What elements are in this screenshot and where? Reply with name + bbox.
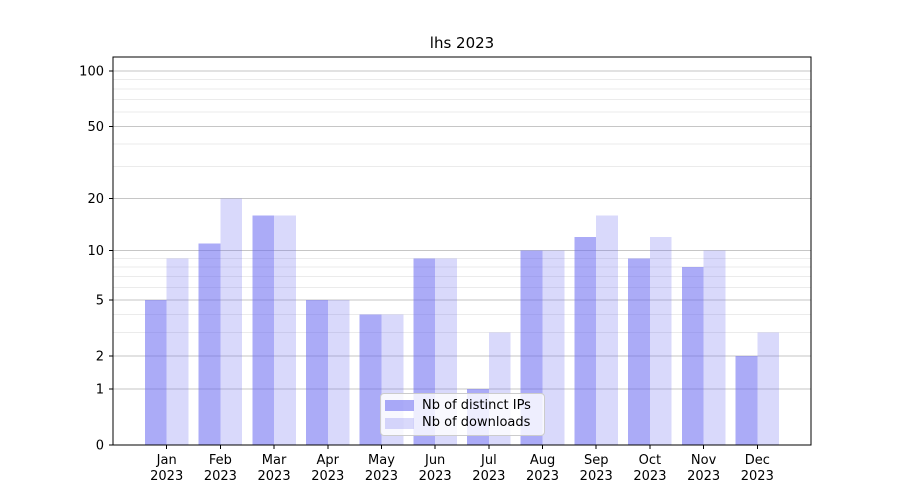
bar-dec-distinct-ips xyxy=(735,355,758,445)
bar-may-distinct-ips xyxy=(359,314,382,445)
bar-oct-downloads xyxy=(649,237,672,445)
legend-swatch-distinct-ips xyxy=(385,400,414,412)
x-tick-label-apr: Apr xyxy=(317,453,340,468)
bar-jan-distinct-ips xyxy=(144,299,167,445)
x-tick-label-year-jun: 2023 xyxy=(419,469,452,484)
legend-label-distinct-ips: Nb of distinct IPs xyxy=(422,397,531,413)
x-tick-label-year-mar: 2023 xyxy=(258,469,291,484)
legend: Nb of distinct IPs Nb of downloads xyxy=(380,393,545,436)
x-tick-label-feb: Feb xyxy=(209,453,232,468)
bar-oct-distinct-ips xyxy=(628,258,650,445)
bar-feb-downloads xyxy=(220,198,243,445)
x-tick-label-year-feb: 2023 xyxy=(204,469,237,484)
x-tick-label-year-jan: 2023 xyxy=(150,469,183,484)
x-tick-label-year-jul: 2023 xyxy=(472,469,505,484)
bar-feb-distinct-ips xyxy=(198,243,221,445)
x-tick-label-jun: Jun xyxy=(424,453,445,468)
x-tick-label-oct: Oct xyxy=(639,453,661,468)
y-tick-label-5: 5 xyxy=(96,293,104,308)
legend-swatch-downloads xyxy=(385,417,414,429)
legend-label-downloads: Nb of downloads xyxy=(422,415,531,431)
chart-title: lhs 2023 xyxy=(429,34,495,52)
x-tick-label-aug: Aug xyxy=(530,453,555,468)
x-tick-label-nov: Nov xyxy=(691,453,717,468)
legend-entry-distinct-ips: Nb of distinct IPs xyxy=(385,398,538,414)
x-tick-label-year-dec: 2023 xyxy=(741,469,774,484)
bar-mar-downloads xyxy=(274,215,296,445)
bar-mar-distinct-ips xyxy=(252,215,275,445)
bar-apr-distinct-ips xyxy=(305,299,328,445)
bar-sep-downloads xyxy=(596,215,619,445)
x-tick-label-year-sep: 2023 xyxy=(580,469,613,484)
y-tick-label-20: 20 xyxy=(87,192,104,207)
x-tick-label-year-may: 2023 xyxy=(365,469,398,484)
bar-dec-downloads xyxy=(757,332,780,445)
x-tick-label-dec: Dec xyxy=(745,453,770,468)
bar-apr-downloads xyxy=(327,299,350,445)
bar-nov-downloads xyxy=(703,250,726,445)
bar-aug-downloads xyxy=(542,250,565,445)
y-tick-label-50: 50 xyxy=(87,120,104,135)
legend-entry-downloads: Nb of downloads xyxy=(385,415,538,431)
x-tick-label-jul: Jul xyxy=(480,453,497,468)
bar-nov-distinct-ips xyxy=(681,266,704,445)
x-tick-label-mar: Mar xyxy=(262,453,287,468)
y-tick-label-100: 100 xyxy=(79,64,104,79)
x-tick-label-may: May xyxy=(368,453,395,468)
y-tick-label-10: 10 xyxy=(87,244,104,259)
x-tick-label-year-apr: 2023 xyxy=(311,469,344,484)
x-tick-label-year-oct: 2023 xyxy=(633,469,666,484)
x-tick-label-jan: Jan xyxy=(156,453,177,468)
bar-jan-downloads xyxy=(166,258,189,445)
x-tick-label-year-nov: 2023 xyxy=(687,469,720,484)
bar-sep-distinct-ips xyxy=(574,237,597,445)
x-tick-label-sep: Sep xyxy=(584,453,609,468)
y-tick-label-1: 1 xyxy=(96,382,104,397)
y-tick-label-2: 2 xyxy=(96,349,104,364)
y-tick-label-0: 0 xyxy=(96,439,104,454)
x-tick-label-year-aug: 2023 xyxy=(526,469,559,484)
